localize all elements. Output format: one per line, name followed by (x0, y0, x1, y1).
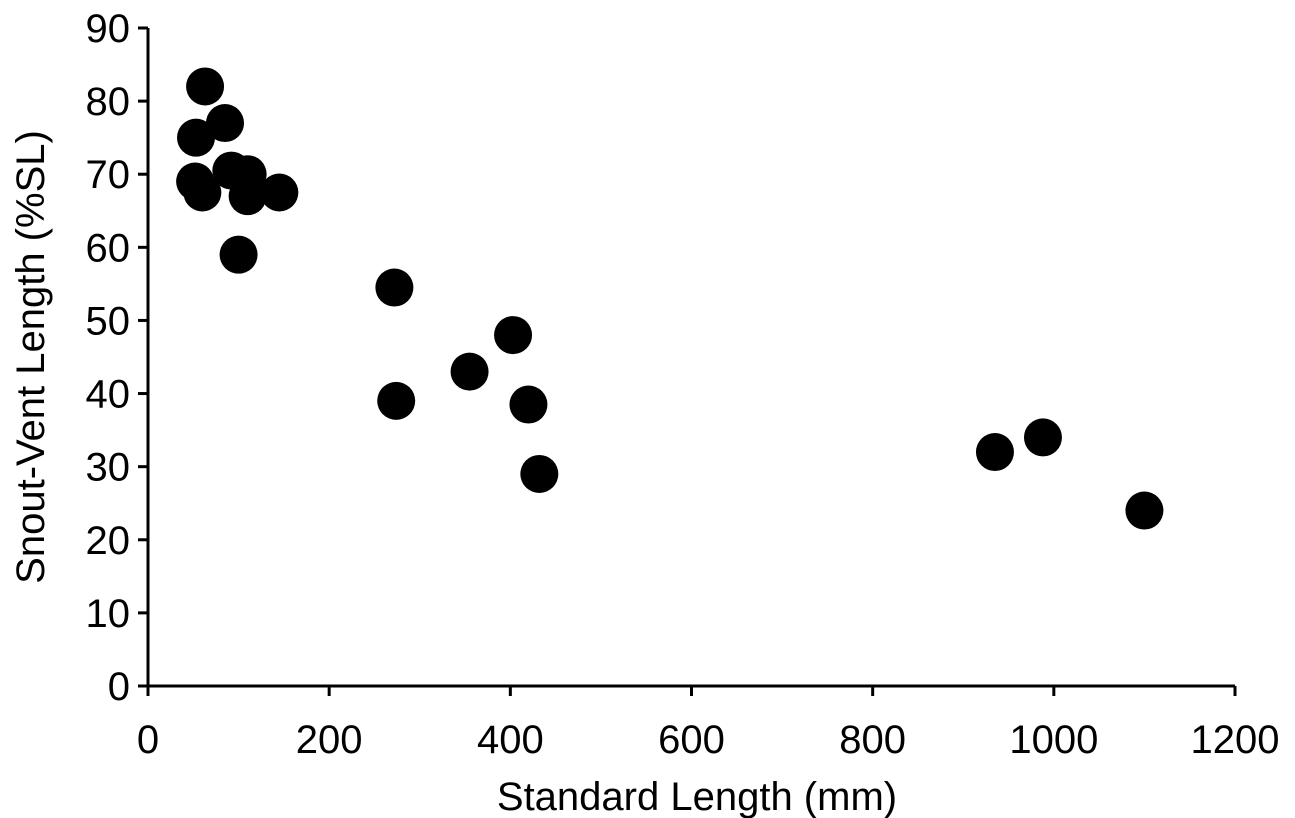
data-point (509, 385, 548, 424)
data-point (228, 177, 267, 216)
y-tick-label: 0 (108, 665, 130, 709)
x-axis-title: Standard Length (mm) (497, 775, 897, 818)
x-axis: 0 200 400 600 800 1000 1200 (137, 684, 1280, 762)
y-tick-label: 50 (86, 299, 131, 343)
y-tick-label: 70 (86, 153, 131, 197)
data-point (450, 352, 489, 391)
x-tick-label: 800 (839, 718, 906, 762)
x-tick-label: 0 (137, 718, 159, 762)
y-tick-label: 10 (86, 592, 131, 636)
data-point (260, 173, 299, 212)
y-tick-label: 30 (86, 446, 131, 490)
data-point (186, 67, 225, 106)
x-tick-label: 1200 (1191, 718, 1280, 762)
data-point (520, 454, 559, 493)
data-point (177, 118, 216, 157)
data-point (375, 268, 414, 307)
data-points (176, 67, 1164, 530)
y-tick-label: 80 (86, 80, 131, 124)
data-point (377, 381, 416, 420)
data-point (1023, 418, 1062, 457)
data-point (494, 316, 533, 355)
y-axis: 0 10 20 30 40 50 60 70 80 90 (86, 7, 150, 709)
data-point (975, 433, 1014, 472)
data-point (1125, 491, 1164, 530)
y-tick-label: 60 (86, 226, 131, 270)
data-point (183, 173, 222, 212)
x-tick-label: 200 (296, 718, 363, 762)
x-tick-label: 600 (658, 718, 725, 762)
y-tick-label: 40 (86, 373, 131, 417)
data-point (219, 235, 258, 274)
x-tick-label: 1000 (1009, 718, 1098, 762)
y-tick-label: 20 (86, 519, 131, 563)
data-point (205, 104, 244, 143)
x-tick-label: 400 (477, 718, 544, 762)
y-axis-title: Snout-Vent Length (%SL) (9, 130, 53, 584)
y-tick-label: 90 (86, 7, 131, 51)
